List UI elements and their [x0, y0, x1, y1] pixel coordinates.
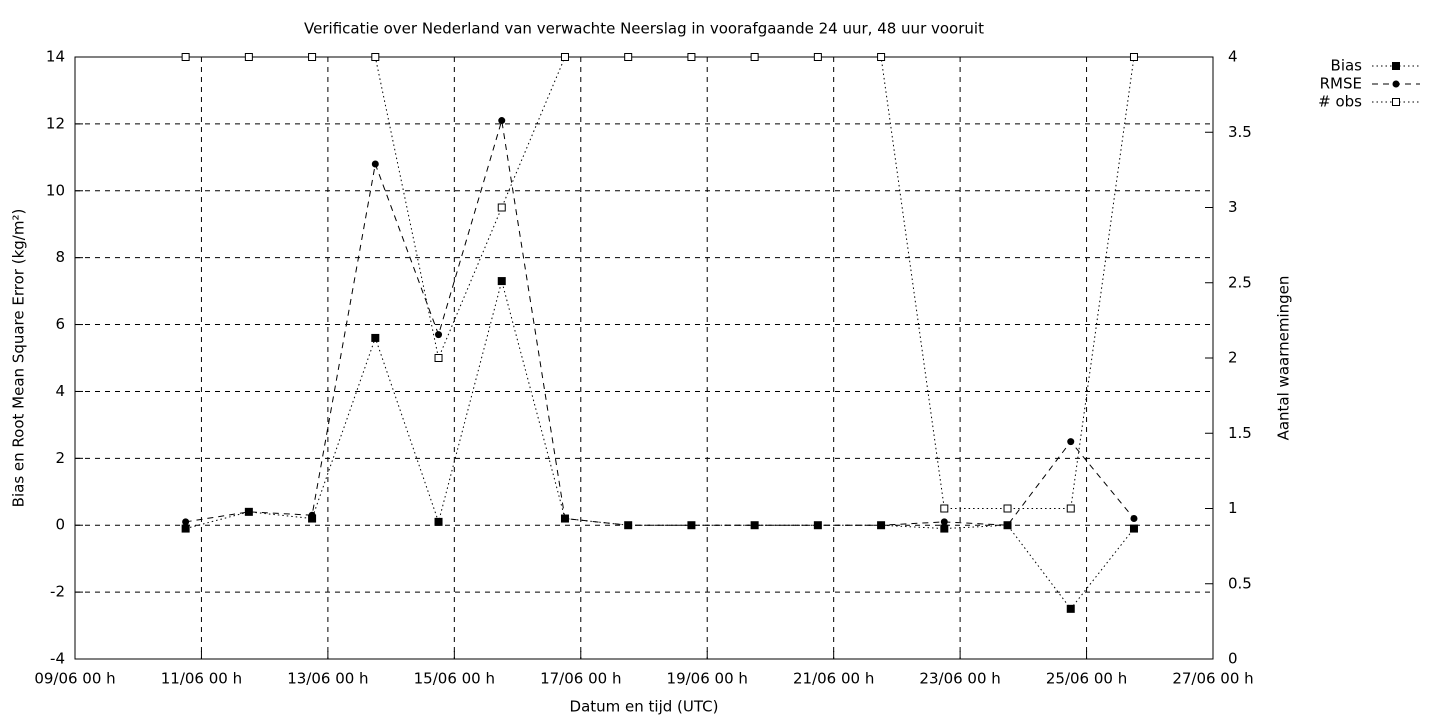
point: [434, 354, 443, 362]
y-tick-label: 6: [55, 315, 65, 333]
y2-tick-label: 0.5: [1228, 574, 1252, 592]
x-tick-label: 27/06 00 h: [1172, 670, 1253, 688]
y2-tick-label: 4: [1228, 48, 1238, 66]
x-tick-label: 17/06 00 h: [540, 670, 621, 688]
point: [687, 53, 696, 61]
point: [182, 518, 190, 526]
point: [245, 508, 253, 516]
point: [371, 160, 379, 168]
x-axis-label: Datum en tijd (UTC): [570, 698, 719, 716]
legend-marker: [1392, 62, 1400, 70]
y-tick-label: 12: [46, 114, 65, 132]
point: [371, 333, 380, 342]
y-tick-label: 8: [55, 248, 65, 266]
point: [308, 53, 317, 61]
y2-tick-label: 0: [1228, 650, 1238, 668]
legend-label: # obs: [1318, 93, 1362, 111]
chart-title: Verificatie over Nederland van verwachte…: [304, 20, 984, 38]
y-axis-label: Bias en Root Mean Square Error (kg/m²): [10, 209, 28, 508]
point: [1129, 53, 1138, 61]
point: [624, 521, 632, 529]
y-tick-label: -4: [50, 650, 65, 668]
point: [877, 521, 885, 529]
point: [940, 524, 949, 533]
y-tick-label: 0: [55, 516, 65, 534]
point: [1067, 438, 1075, 446]
point: [1003, 504, 1012, 513]
point: [308, 511, 316, 519]
x-tick-label: 25/06 00 h: [1046, 670, 1127, 688]
point: [1004, 521, 1012, 529]
y-tick-label: -2: [50, 583, 65, 601]
point: [560, 53, 569, 61]
x-tick-label: 09/06 00 h: [34, 670, 115, 688]
point: [181, 53, 190, 61]
y2-tick-label: 1.5: [1228, 424, 1252, 442]
point: [940, 504, 949, 513]
y2-tick-label: 3.5: [1228, 123, 1252, 141]
legend-label: RMSE: [1320, 75, 1362, 93]
x-tick-label: 23/06 00 h: [919, 670, 1000, 688]
point: [751, 521, 759, 529]
legend-label: Bias: [1331, 57, 1363, 75]
point: [750, 53, 759, 61]
point: [435, 331, 443, 339]
y-tick-label: 14: [46, 48, 65, 66]
series-line: [185, 120, 1135, 526]
y2-axis-label: Aantal waarnemingen: [1275, 276, 1293, 441]
y-tick-label: 4: [55, 382, 65, 400]
legend-marker: [1392, 80, 1400, 88]
x-tick-label: 13/06 00 h: [287, 670, 368, 688]
point: [687, 521, 695, 529]
legend-marker: [1392, 98, 1400, 106]
point: [940, 518, 948, 526]
x-tick-label: 21/06 00 h: [793, 670, 874, 688]
y2-tick-label: 1: [1228, 499, 1238, 517]
point: [497, 203, 506, 212]
point: [1130, 515, 1138, 523]
point: [498, 117, 506, 125]
point: [244, 53, 253, 61]
point: [371, 53, 380, 61]
point: [181, 524, 190, 533]
series-line: [185, 56, 1135, 509]
point: [814, 521, 822, 529]
y2-tick-label: 2: [1228, 349, 1238, 367]
point: [434, 517, 443, 526]
point: [813, 53, 822, 61]
point: [1129, 524, 1138, 533]
point: [1066, 504, 1075, 513]
x-tick-label: 19/06 00 h: [667, 670, 748, 688]
point: [1066, 604, 1075, 613]
point: [877, 53, 886, 61]
x-tick-label: 11/06 00 h: [161, 670, 242, 688]
y-tick-label: 2: [55, 449, 65, 467]
point: [497, 277, 506, 286]
y2-tick-label: 2.5: [1228, 273, 1252, 291]
plot-frame: [74, 56, 1214, 660]
point: [561, 515, 569, 523]
y-tick-label: 10: [46, 181, 65, 199]
x-tick-label: 15/06 00 h: [414, 670, 495, 688]
y2-tick-label: 3: [1228, 198, 1238, 216]
point: [624, 53, 633, 61]
